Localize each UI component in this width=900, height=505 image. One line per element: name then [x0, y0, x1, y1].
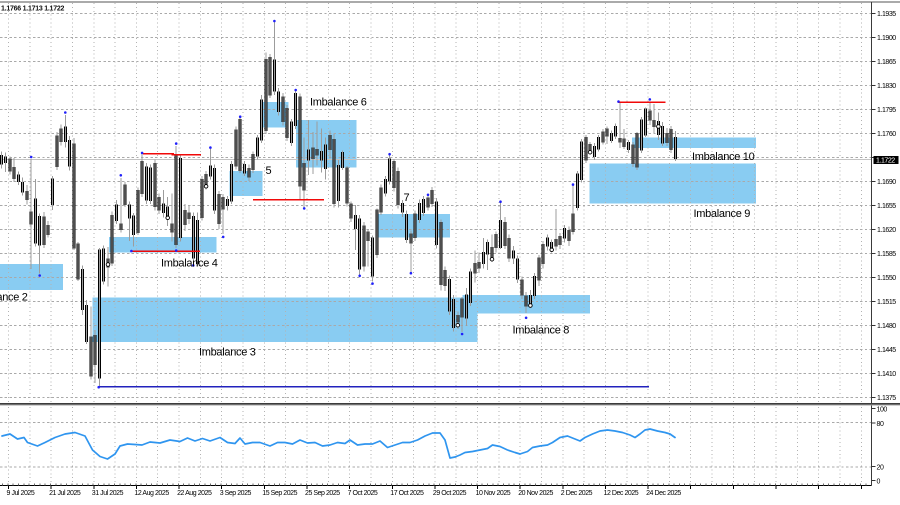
svg-text:Imbalance 2: Imbalance 2: [0, 292, 28, 304]
svg-text:12 Dec 2025: 12 Dec 2025: [604, 490, 639, 497]
svg-text:10 Nov 2025: 10 Nov 2025: [476, 490, 511, 497]
svg-text:1.1865: 1.1865: [877, 59, 896, 66]
svg-text:Imbalance 3: Imbalance 3: [199, 347, 256, 359]
svg-text:21 Jul 2025: 21 Jul 2025: [49, 490, 81, 497]
svg-text:7: 7: [404, 192, 410, 204]
svg-text:1.1620: 1.1620: [877, 227, 896, 234]
svg-text:1.1935: 1.1935: [877, 11, 896, 18]
svg-text:1.1410: 1.1410: [877, 371, 896, 378]
svg-text:20: 20: [877, 465, 884, 472]
svg-text:1.1690: 1.1690: [877, 179, 896, 186]
svg-text:80: 80: [877, 421, 884, 428]
svg-text:29 Oct 2025: 29 Oct 2025: [433, 490, 467, 497]
svg-text:15 Sep 2025: 15 Sep 2025: [262, 490, 297, 497]
svg-text:20 Nov 2025: 20 Nov 2025: [518, 490, 553, 497]
svg-text:31 Jul 2025: 31 Jul 2025: [92, 490, 124, 497]
svg-text:9 Jul 2025: 9 Jul 2025: [7, 490, 35, 497]
svg-text:Imbalance 4: Imbalance 4: [161, 258, 218, 270]
svg-text:1.1480: 1.1480: [877, 323, 896, 330]
svg-text:Imbalance 10: Imbalance 10: [692, 151, 755, 163]
svg-text:5: 5: [266, 165, 272, 177]
svg-text:Imbalance 9: Imbalance 9: [694, 208, 751, 220]
svg-text:1.1795: 1.1795: [877, 107, 896, 114]
svg-text:100: 100: [877, 407, 888, 414]
svg-text:7 Oct 2025: 7 Oct 2025: [348, 490, 378, 497]
svg-text:Imbalance 8: Imbalance 8: [513, 325, 570, 337]
svg-text:3 Sep 2025: 3 Sep 2025: [220, 490, 252, 497]
svg-text:22 Aug 2025: 22 Aug 2025: [177, 490, 212, 497]
svg-text:12 Aug 2025: 12 Aug 2025: [134, 490, 169, 497]
svg-text:0: 0: [877, 479, 881, 486]
svg-text:1.1515: 1.1515: [877, 299, 896, 306]
svg-text:25 Sep 2025: 25 Sep 2025: [305, 490, 340, 497]
svg-text:1.1655: 1.1655: [877, 203, 896, 210]
svg-text:2 Dec 2025: 2 Dec 2025: [561, 490, 593, 497]
svg-text:1.1585: 1.1585: [877, 251, 896, 258]
svg-text:1.1830: 1.1830: [877, 83, 896, 90]
svg-text:1.1722: 1.1722: [876, 158, 895, 165]
svg-text:1.1900: 1.1900: [877, 35, 896, 42]
svg-text:1.1766 1.1713 1.1722: 1.1766 1.1713 1.1722: [1, 6, 64, 13]
svg-text:1.1760: 1.1760: [877, 131, 896, 138]
svg-text:1.1375: 1.1375: [877, 395, 896, 402]
svg-text:Imbalance 6: Imbalance 6: [310, 97, 367, 109]
svg-text:1.1445: 1.1445: [877, 347, 896, 354]
svg-text:24 Dec 2025: 24 Dec 2025: [646, 490, 681, 497]
svg-text:17 Oct 2025: 17 Oct 2025: [390, 490, 424, 497]
svg-text:1.1550: 1.1550: [877, 275, 896, 282]
